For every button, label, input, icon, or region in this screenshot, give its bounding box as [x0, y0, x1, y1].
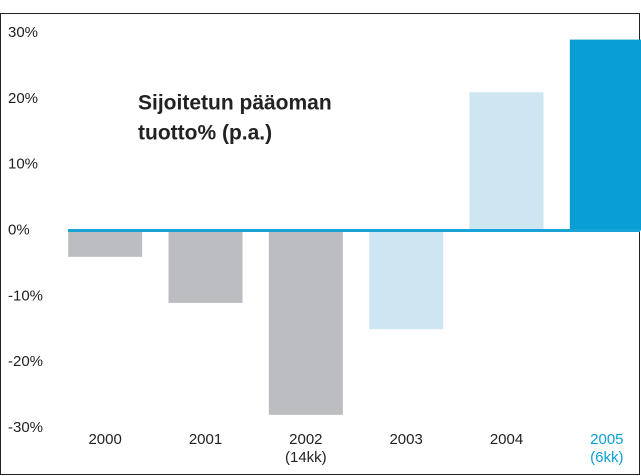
bar [469, 92, 544, 231]
y-tick-label: 20% [8, 90, 38, 107]
x-tick-label: 2003 [389, 431, 422, 448]
bar [569, 39, 641, 231]
y-tick-label: 30% [8, 24, 38, 41]
chart-title: tuotto% (p.a.) [138, 122, 272, 145]
bar [369, 230, 444, 330]
x-tick-label: 2001 [189, 431, 222, 448]
frame [0, 13, 640, 475]
chart-title: Sijoitetun pääoman [138, 92, 332, 115]
x-tick-note: (14kk) [285, 449, 327, 466]
y-tick-label: 0% [8, 221, 30, 238]
x-tick-note: (6kk) [590, 449, 623, 466]
bar [168, 230, 243, 303]
y-tick-label: -30% [8, 419, 43, 436]
y-tick-label: -20% [8, 353, 43, 370]
x-tick-label: 2000 [88, 431, 121, 448]
bar [268, 230, 343, 415]
y-tick-label: 10% [8, 156, 38, 173]
x-tick-label: 2002 [289, 431, 322, 448]
y-tick-label: -10% [8, 287, 43, 304]
x-tick-label: 2005 [590, 431, 623, 448]
x-tick-label: 2004 [490, 431, 523, 448]
bar [68, 230, 143, 257]
